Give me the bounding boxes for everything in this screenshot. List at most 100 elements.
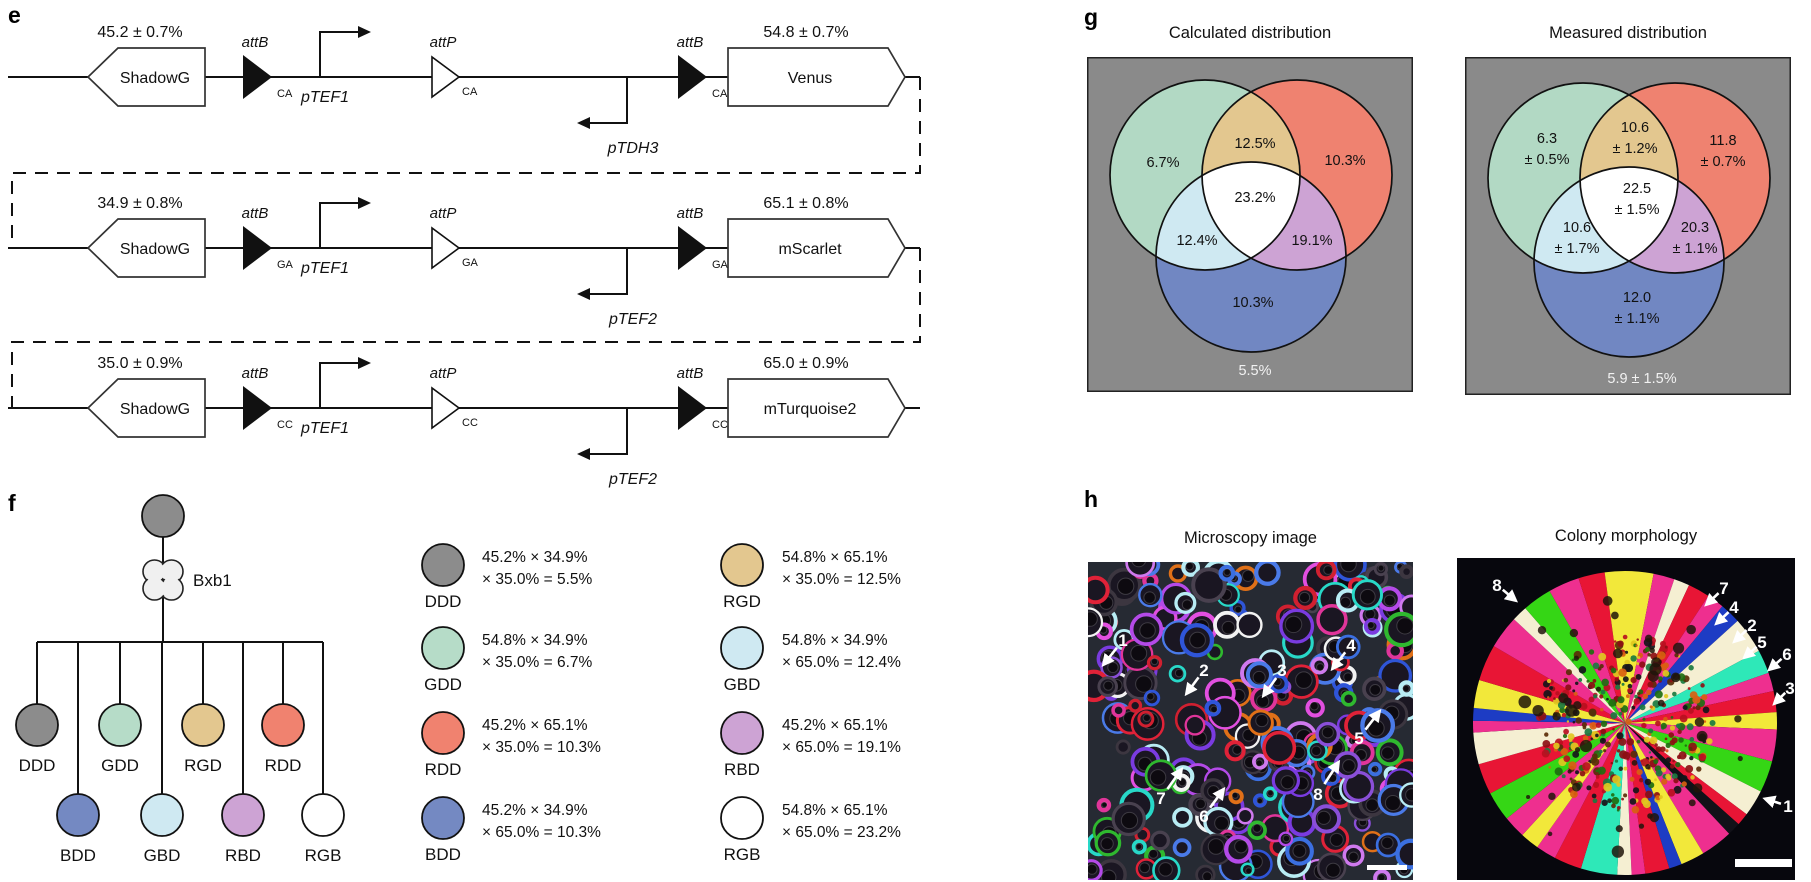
legend-strain-label-GBD: GBD xyxy=(724,675,761,694)
cell-vacuole xyxy=(1207,785,1220,798)
dinucleotide-label: CA xyxy=(462,86,478,98)
legend-swatch-GDD xyxy=(421,626,465,670)
yeast-cell xyxy=(1115,739,1131,755)
cell-vacuole xyxy=(1365,798,1379,812)
strain-node-GDD xyxy=(98,703,142,747)
dinucleotide-label: GA xyxy=(712,259,729,271)
colony-speckle xyxy=(1677,729,1682,734)
colony-dark-spot xyxy=(1638,823,1645,829)
cell-vacuole xyxy=(1158,862,1173,877)
pointer-arrow-icon xyxy=(1209,786,1226,809)
colony-speckle xyxy=(1689,755,1694,761)
colony-sector xyxy=(1554,723,1625,869)
construct-connector-dashed xyxy=(11,77,921,408)
colony-speckle xyxy=(1665,773,1671,780)
legend-calc-line1-RGB: 54.8% × 65.1% xyxy=(782,802,888,819)
legend-swatch-BDD xyxy=(421,796,465,840)
colony-speckle xyxy=(1608,698,1616,707)
colony-speckle xyxy=(1674,653,1679,658)
cell-vacuole xyxy=(1202,871,1213,880)
cell-vacuole xyxy=(1256,694,1270,708)
colony-speckle xyxy=(1658,676,1663,681)
cell-vacuole xyxy=(1207,838,1225,855)
colony-dark-spot xyxy=(1532,705,1544,717)
cell-vacuole xyxy=(1256,797,1264,805)
attB-site-icon xyxy=(678,386,707,430)
colony-speckle xyxy=(1663,716,1668,722)
yeast-cell xyxy=(1150,830,1170,851)
colony-speckle xyxy=(1669,725,1676,731)
colony-speckle xyxy=(1625,694,1630,699)
strain-node-GBD xyxy=(140,793,184,837)
cell-vacuole xyxy=(1377,564,1385,572)
colony-speckle xyxy=(1627,683,1633,689)
arrow-number-5: 5 xyxy=(1354,729,1363,748)
colony-speckle xyxy=(1593,781,1600,788)
cell-vacuole xyxy=(1195,798,1206,810)
colony-speckle xyxy=(1565,684,1572,691)
colony-speckle xyxy=(1644,790,1653,799)
colony-speckle xyxy=(1631,805,1640,814)
colony-speckle xyxy=(1591,753,1598,760)
cell-vacuole xyxy=(1210,705,1218,714)
strain-label-GBD: GBD xyxy=(144,846,181,865)
colony-dark-spot xyxy=(1645,764,1651,770)
colony-speckle xyxy=(1541,749,1550,758)
yeast-cell xyxy=(1340,690,1357,707)
dinucleotide-label: GA xyxy=(462,257,479,269)
colony-speckle xyxy=(1653,759,1659,765)
arrow-number-6: 6 xyxy=(1199,807,1208,826)
cell-vacuole xyxy=(1323,565,1334,575)
legend-calc-line2-GBD: × 65.0% = 12.4% xyxy=(782,654,901,671)
colony-sector xyxy=(1537,723,1625,858)
venn-value-red_blue: 20.3 xyxy=(1681,220,1709,236)
colony-speckle xyxy=(1672,691,1677,697)
colony-speckle xyxy=(1582,762,1591,771)
colony-speckle xyxy=(1675,723,1681,729)
reverse-promoter-label: pTEF2 xyxy=(608,471,657,488)
colony-speckle xyxy=(1606,697,1609,701)
venn-value-blue: 12.0 xyxy=(1623,290,1651,306)
colony-speckle xyxy=(1572,751,1580,758)
arrow-number-2: 2 xyxy=(1747,616,1756,635)
cell-vacuole xyxy=(1241,569,1255,582)
colony-speckle xyxy=(1644,778,1652,786)
colony-speckle xyxy=(1614,677,1619,682)
colony-speckle xyxy=(1617,640,1624,647)
colony-speckle xyxy=(1635,674,1642,680)
colony-speckle xyxy=(1595,733,1599,738)
colony-speckle xyxy=(1599,694,1604,699)
colony-speckle xyxy=(1610,667,1617,674)
legend-calc-line2-RDD: × 35.0% = 10.3% xyxy=(482,739,601,756)
forward-promoter-icon xyxy=(319,362,358,408)
venn-center-region xyxy=(1202,162,1300,259)
colony-speckle xyxy=(1593,694,1598,699)
venn-value-green_blue: 10.6 xyxy=(1563,220,1591,236)
colony-speckle xyxy=(1649,736,1658,745)
legend-calc-line1-RGD: 54.8% × 65.1% xyxy=(782,549,888,566)
colony-speckle xyxy=(1635,644,1638,647)
colony-speckle xyxy=(1595,775,1600,779)
colony-speckle xyxy=(1560,747,1569,756)
colony-sector xyxy=(1617,723,1632,875)
colony-speckle xyxy=(1664,737,1668,741)
parent-strain-node xyxy=(141,494,185,538)
gene-name-left: ShadowG xyxy=(120,70,190,87)
colony-speckle xyxy=(1553,697,1556,700)
cell-vacuole xyxy=(1100,837,1114,851)
pointer-arrow-icon xyxy=(1732,629,1748,644)
colony-speckle xyxy=(1568,738,1573,743)
colony-speckle xyxy=(1563,728,1569,735)
attP-label: attP xyxy=(430,205,457,222)
colony-dark-spot xyxy=(1611,845,1625,858)
cell-vacuole xyxy=(1255,759,1263,767)
legend-calc-line2-GDD: × 35.0% = 6.7% xyxy=(482,654,593,671)
attP-label: attP xyxy=(430,365,457,382)
colony-speckle xyxy=(1679,714,1688,723)
colony-speckle xyxy=(1669,679,1673,683)
arrow-number-1: 1 xyxy=(1118,631,1127,650)
colony-speckle xyxy=(1543,689,1552,699)
legend-calc-line2-RBD: × 65.0% = 19.1% xyxy=(782,739,901,756)
colony-speckle xyxy=(1662,669,1670,677)
